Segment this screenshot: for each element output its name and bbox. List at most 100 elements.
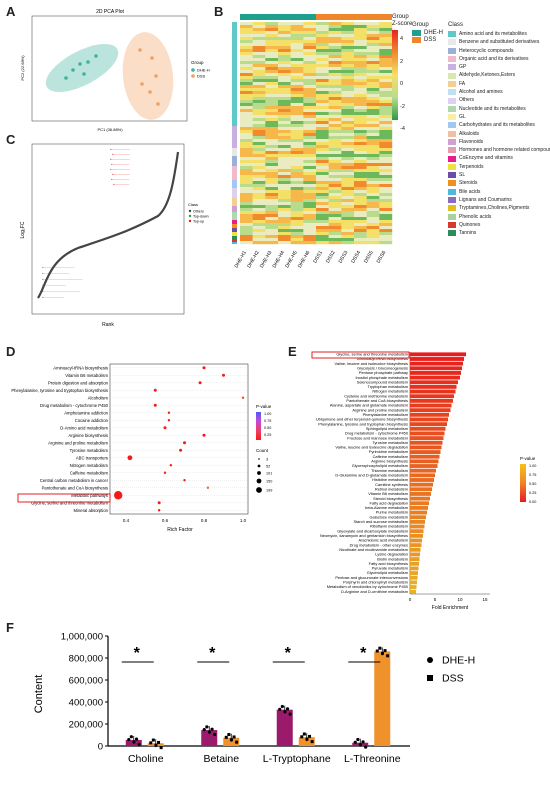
heatmap-cell (354, 85, 367, 89)
enrichment-pathway-label: Thiamine metabolism (371, 468, 408, 473)
heatmap-cell (290, 226, 304, 230)
data-point (235, 740, 239, 744)
heatmap-cell (316, 25, 329, 29)
enrichment-pathway-label: Fructose and mannose metabolism (347, 435, 408, 440)
count-tick: 52 (266, 465, 270, 469)
heatmap-cell (379, 91, 393, 95)
heatmap-cell (303, 67, 317, 71)
heatmap-cell (316, 175, 329, 179)
heatmap-cell (379, 235, 393, 239)
pathway-label: Phenylalanine, tyrosine and tryptophan b… (11, 388, 108, 393)
heatmap-cell (240, 241, 253, 245)
fold-x-tick: 10 (457, 597, 463, 602)
heatmap-cell (316, 64, 329, 68)
pathway-bubble (222, 373, 225, 377)
heatmap-cell (303, 178, 317, 182)
data-point (202, 728, 206, 732)
heatmap-cell (265, 82, 279, 86)
heatmap-cell (252, 139, 266, 143)
enrichment-bar (410, 422, 447, 427)
heatmap-cell (341, 76, 355, 80)
enrichment-bar (410, 426, 446, 431)
heatmap-cell (316, 67, 329, 71)
class-swatch (448, 163, 456, 170)
heatmap-cell (328, 163, 342, 167)
pathway-label: Tyrosine metabolism (70, 448, 109, 453)
heatmap-cell (290, 169, 304, 173)
heatmap-cell (278, 49, 291, 53)
heatmap-cell (328, 190, 342, 194)
heatmap-cell (240, 46, 253, 50)
heatmap-cell (328, 154, 342, 158)
pathway-bubble (169, 464, 173, 467)
enrichment-bar (410, 380, 458, 385)
heatmap-cell (341, 145, 355, 149)
y-tick-label: 0 (98, 742, 103, 753)
heatmap-cell (303, 169, 317, 173)
enrichment-pathway-label: beta-Alanine metabolism (365, 505, 408, 510)
heatmap-cell (265, 184, 279, 188)
heatmap-cell (290, 163, 304, 167)
heatmap-cell (316, 229, 329, 233)
heatmap-cell (354, 133, 367, 137)
heatmap-cell (265, 40, 279, 44)
bubble-rows: Aminoacyl-tRNA biosynthesis Vitamin B6 me… (11, 365, 248, 513)
heatmap-cell (366, 196, 380, 200)
heatmap-cell (252, 169, 266, 173)
heatmap-cell (341, 136, 355, 140)
heatmap-cell (366, 193, 380, 197)
heatmap-cell (303, 184, 317, 188)
heatmap-cell (252, 70, 266, 74)
legend-marker (427, 657, 433, 663)
class-label: Aldehyde,Ketones,Esters (459, 72, 516, 79)
category-label: L-Tryptophane (263, 753, 331, 765)
heatmap-cell (290, 46, 304, 50)
heatmap-cell (341, 181, 355, 185)
data-point (210, 727, 214, 731)
heatmap-cell (316, 61, 329, 65)
pathway-bubble (163, 471, 167, 474)
heatmap-cell (265, 217, 279, 221)
enrichment-bar (410, 464, 438, 468)
class-label: Flavonoids (459, 138, 484, 145)
heatmap-cell (379, 58, 393, 62)
heatmap-cell (379, 49, 393, 53)
heatmap-cell (252, 154, 266, 158)
heatmap-cell (328, 106, 342, 110)
heatmap-cell (379, 70, 393, 74)
class-legend-item: FA (448, 80, 550, 88)
heatmap-cell (341, 187, 355, 191)
heatmap-cell (379, 82, 393, 86)
heatmap-cell (354, 103, 367, 107)
heatmap-cell (265, 190, 279, 194)
heatmap-cell (379, 178, 393, 182)
enrichment-pathway-label: Galactose metabolism (370, 514, 409, 519)
heatmap-cell (290, 52, 304, 56)
heatmap-cell (366, 43, 380, 47)
y-tick-label: 800,000 (69, 654, 103, 665)
heatmap-cell (341, 139, 355, 143)
panel-letter-b: B (214, 4, 224, 19)
sample-label: DSS3 (338, 250, 350, 265)
heatmap-cell (379, 196, 393, 200)
heatmap-cell (252, 43, 266, 47)
heatmap-cell (290, 58, 304, 62)
enrichment-pathway-label: Metabolism of xenobiotics by cytochrome … (327, 584, 409, 589)
heatmap-cell (240, 190, 253, 194)
enrichment-pathway-label: Fatty acid degradation (370, 500, 409, 505)
heatmap-cell (341, 34, 355, 38)
heatmap-cell (303, 226, 317, 230)
heatmap-cell (341, 55, 355, 59)
heatmap-cell (252, 217, 266, 221)
enrichment-pathway-label: Starch and sucrose metabolism (354, 519, 409, 524)
heatmap-cell (240, 223, 253, 227)
class-legend-item: Quinones (448, 221, 550, 229)
heatmap-cell (240, 40, 253, 44)
heatmap-cell (316, 70, 329, 74)
heatmap-cell (354, 49, 367, 53)
heatmap-cell (265, 139, 279, 143)
pvalue-tick-e: 0.25 (529, 491, 536, 495)
heatmap-cell (252, 220, 266, 224)
heatmap-cell (265, 52, 279, 56)
heatmap-cell (328, 148, 342, 152)
